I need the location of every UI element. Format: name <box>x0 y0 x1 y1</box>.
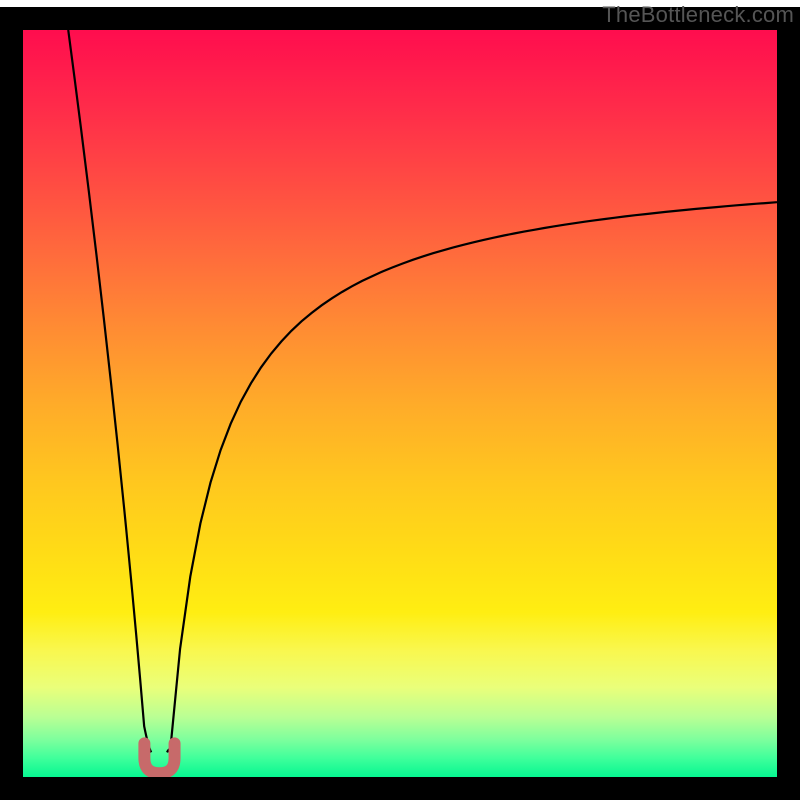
frame-left <box>0 7 23 800</box>
chart-container: { "watermark": { "text": "TheBottleneck.… <box>0 0 800 800</box>
watermark-text: TheBottleneck.com <box>602 2 794 28</box>
left-branch-curve <box>68 30 151 752</box>
frame-bottom <box>0 777 800 800</box>
minimum-u-marker <box>144 743 174 773</box>
frame-right <box>777 7 800 800</box>
right-branch-curve <box>167 202 777 752</box>
plot-area <box>23 30 777 777</box>
curve-layer <box>23 30 777 777</box>
